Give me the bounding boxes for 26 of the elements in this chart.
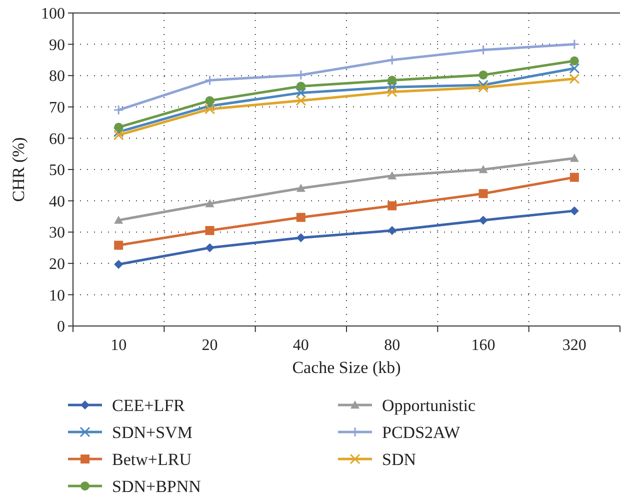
legend-label: Opportunistic [382, 396, 476, 415]
y-tick-label: 10 [49, 287, 65, 304]
y-tick-label: 80 [49, 68, 65, 86]
y-tick-label: 0 [57, 318, 65, 336]
x-axis-title: Cache Size (kb) [292, 358, 401, 377]
y-tick-label: 60 [49, 130, 65, 148]
x-tick-label: 20 [202, 337, 218, 354]
legend-label: SDN [382, 450, 416, 469]
legend-label: Betw+LRU [112, 450, 192, 469]
x-tick-label: 320 [562, 337, 586, 354]
legend-label: CEE+LFR [112, 396, 186, 415]
y-tick-label: 30 [49, 224, 65, 242]
y-tick-label: 100 [41, 6, 65, 23]
y-axis-title: CHR (%) [9, 137, 28, 202]
legend-label: SDN+SVM [112, 422, 192, 442]
y-tick-label: 70 [49, 100, 65, 116]
legend-label: SDN+BPNN [112, 476, 201, 496]
x-tick-label: 40 [292, 337, 309, 354]
y-tick-label: 20 [49, 256, 65, 273]
x-tick-label: 160 [471, 337, 496, 354]
y-tick-label: 50 [49, 162, 65, 180]
y-tick-label: 90 [49, 36, 65, 54]
x-tick-label: 80 [384, 337, 400, 354]
legend-label: PCDS2AW [382, 422, 461, 442]
y-tick-label: 40 [49, 193, 65, 210]
x-tick-label: 10 [110, 337, 127, 354]
